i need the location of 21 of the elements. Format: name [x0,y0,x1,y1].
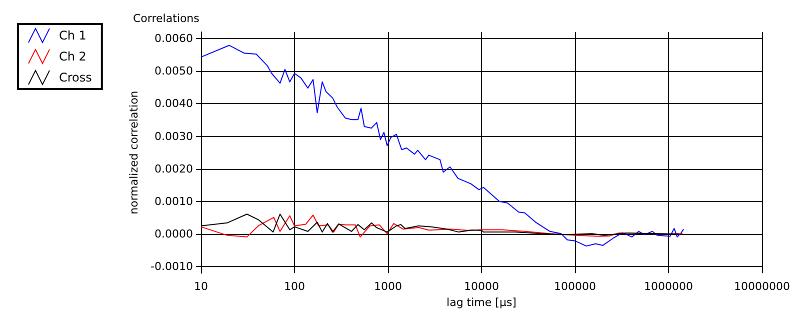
chart-title: Correlations [133,12,200,25]
y-tick-label: 0.0040 [154,97,193,110]
y-tick-label: 0.0000 [154,228,193,241]
x-axis-title: lag time [µs] [446,296,516,309]
x-tick-label: 1000 [374,280,402,294]
y-tick-label: -0.0010 [150,260,193,274]
legend-label: Ch 1 [59,28,86,42]
x-tick-label: 10000000 [734,280,790,294]
x-tick-label: 10000 [464,280,500,294]
x-tick-label: 1000000 [644,280,694,294]
y-tick-label: 0.0020 [154,162,193,176]
y-axis-title: normalized correlation [128,90,141,214]
x-tick-label: 10 [194,280,208,294]
y-tick-label: 0.0050 [154,64,193,78]
y-tick-label: 0.0060 [154,32,193,46]
y-tick-label: 0.0010 [154,194,193,208]
x-tick-label: 100 [284,280,305,294]
legend-label: Cross [59,70,92,84]
x-tick-label: 100000 [554,280,596,294]
legend-label: Ch 2 [59,50,86,64]
y-tick-label: 0.0030 [154,130,193,143]
